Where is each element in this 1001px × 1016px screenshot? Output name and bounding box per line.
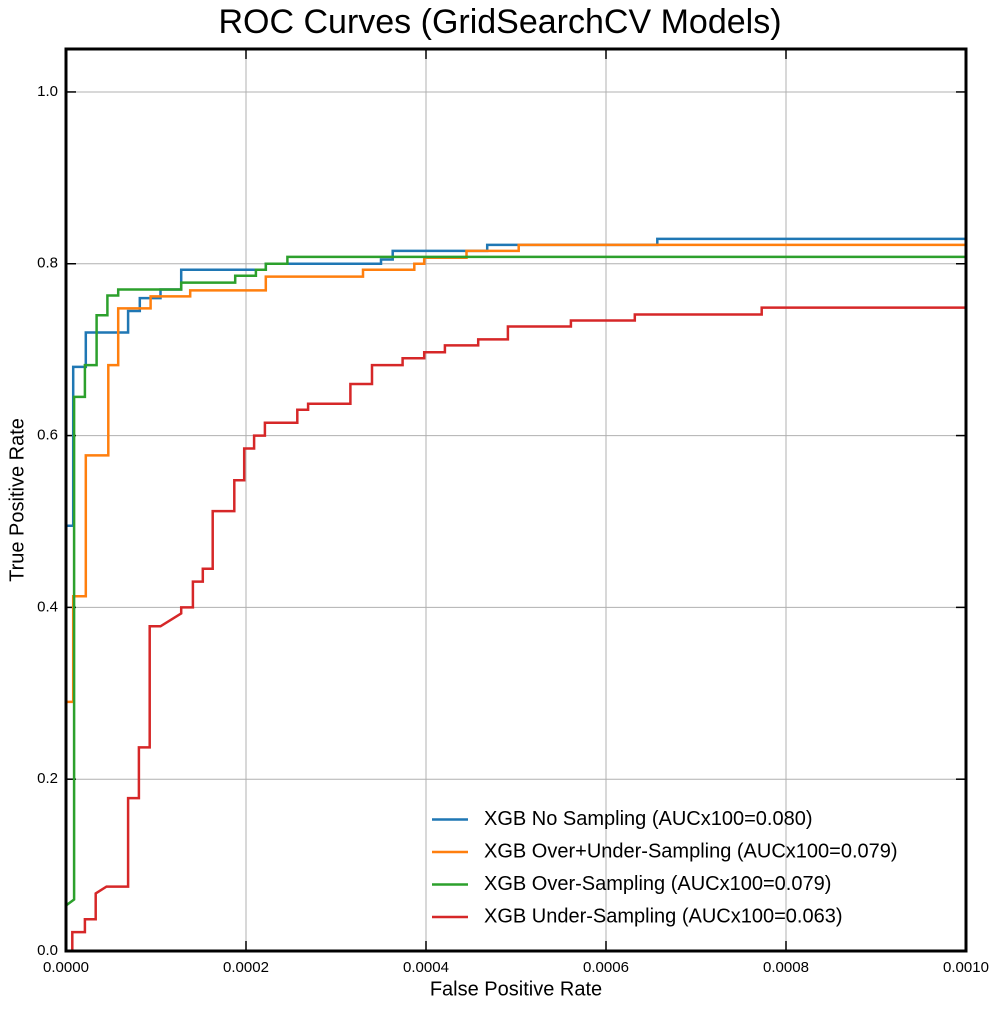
y-tick-label: 0.8 xyxy=(37,255,58,272)
roc-curve xyxy=(71,306,966,951)
y-tick-label: 0.6 xyxy=(37,427,58,444)
y-axis-label: True Positive Rate xyxy=(6,418,28,582)
y-tick-label: 0.4 xyxy=(37,598,58,615)
roc-curve xyxy=(66,243,966,704)
y-tick-label: 1.0 xyxy=(37,83,58,100)
plot-frame xyxy=(64,47,968,953)
x-tick-label: 0.0006 xyxy=(583,959,629,976)
x-axis-label: False Positive Rate xyxy=(430,978,602,1000)
x-tick-label: 0.0000 xyxy=(43,959,89,976)
legend-label: XGB Over-Sampling (AUCx100=0.079) xyxy=(484,873,831,895)
x-tick-label: 0.0002 xyxy=(223,959,269,976)
legend-label: XGB No Sampling (AUCx100=0.080) xyxy=(484,808,813,830)
roc-curve xyxy=(65,255,966,907)
x-tick-label: 0.0010 xyxy=(943,959,989,976)
legend-label: XGB Over+Under-Sampling (AUCx100=0.079) xyxy=(484,840,898,862)
legend-label: XGB Under-Sampling (AUCx100=0.063) xyxy=(484,905,843,927)
x-tick-label: 0.0008 xyxy=(763,959,809,976)
y-tick-label: 0.0 xyxy=(37,942,58,959)
chart-title: ROC Curves (GridSearchCV Models) xyxy=(218,3,781,41)
legend: XGB No Sampling (AUCx100=0.080) XGB Over+… xyxy=(432,808,898,927)
y-tick-label: 0.2 xyxy=(37,770,58,787)
x-tick-label: 0.0004 xyxy=(403,959,449,976)
